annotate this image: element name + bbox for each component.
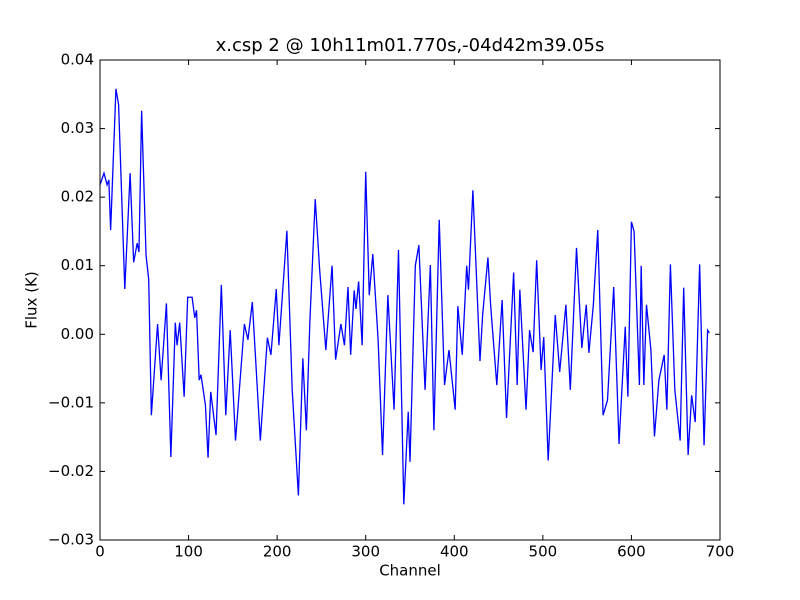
y-tick-label: 0.03 (61, 119, 94, 137)
x-tick-label: 600 (617, 543, 646, 561)
y-tick-label: 0.00 (61, 325, 94, 343)
y-tick-label: 0.02 (61, 188, 94, 206)
chart-title: x.csp 2 @ 10h11m01.770s,-04d42m39.05s (216, 35, 605, 56)
line (99, 88, 710, 505)
x-tick-label: 400 (440, 543, 469, 561)
x-tick-label: 200 (263, 543, 292, 561)
y-tick-label: 0.01 (61, 256, 94, 274)
y-tick-label: −0.02 (48, 462, 94, 480)
plot-frame (99, 59, 721, 541)
x-axis-label: Channel (379, 562, 441, 580)
x-tick-label: 700 (706, 543, 735, 561)
y-tick-label: −0.01 (48, 393, 94, 411)
x-tick-label: 300 (351, 543, 380, 561)
y-axis-label: Flux (K) (23, 271, 41, 329)
x-tick-label: 100 (174, 543, 203, 561)
y-tick-label: 0.04 (61, 51, 94, 69)
x-tick-label: 500 (529, 543, 558, 561)
y-tick-label: −0.03 (48, 531, 94, 549)
x-tick-label: 0 (95, 543, 105, 561)
